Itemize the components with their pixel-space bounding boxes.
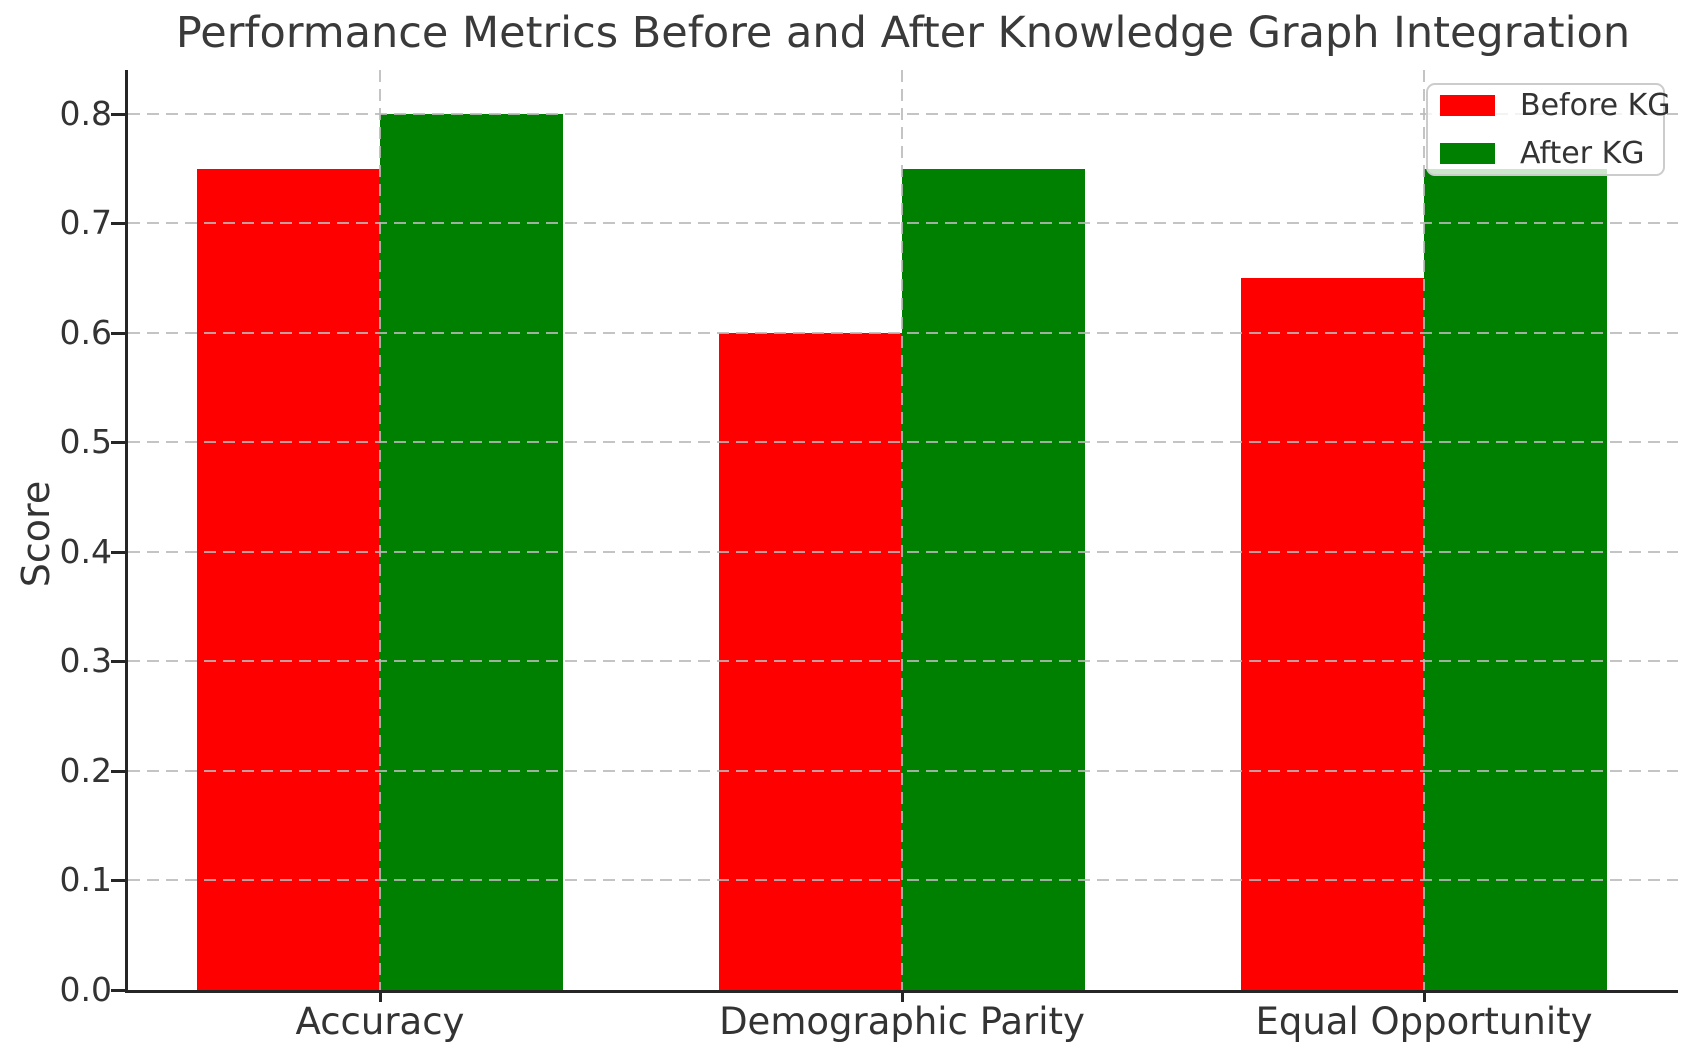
- gridline-horizontal: [128, 550, 1678, 553]
- y-tick-mark: [111, 112, 125, 116]
- legend-item: After KG: [1440, 136, 1651, 171]
- x-axis-spine: [125, 990, 1678, 993]
- y-tick-mark: [111, 989, 125, 992]
- y-tick-mark: [111, 879, 125, 883]
- gridline-horizontal: [128, 331, 1678, 334]
- x-tick-label: Equal Opportunity: [1255, 1000, 1593, 1043]
- x-tick-label: Accuracy: [295, 1000, 465, 1043]
- legend-swatch-after-kg: [1440, 143, 1495, 164]
- y-tick-label: 0.7: [59, 203, 112, 243]
- legend: Before KG After KG: [1426, 83, 1671, 176]
- gridline-vertical: [1423, 70, 1425, 990]
- bar-before-kg-accuracy: [197, 169, 380, 990]
- y-tick-label: 0.8: [59, 93, 112, 133]
- gridline-vertical: [379, 70, 381, 990]
- bar-after-kg-demographic-parity: [902, 169, 1085, 990]
- gridline-horizontal: [128, 112, 1678, 115]
- gridline-vertical: [901, 70, 903, 990]
- gridline-horizontal: [128, 222, 1678, 225]
- x-tick-mark: [901, 993, 904, 1002]
- gridline-horizontal: [128, 879, 1678, 882]
- y-axis-spine: [125, 70, 128, 993]
- bar-before-kg-equal-opportunity: [1241, 278, 1424, 990]
- y-tick-label: 0.1: [59, 860, 112, 900]
- legend-item: Before KG: [1440, 88, 1671, 123]
- legend-label: Before KG: [1520, 88, 1671, 123]
- y-tick-mark: [111, 769, 125, 773]
- y-tick-label: 0.0: [59, 970, 112, 1009]
- legend-swatch-before-kg: [1440, 95, 1495, 116]
- y-tick-mark: [111, 550, 125, 554]
- x-tick-label: Demographic Parity: [719, 1000, 1085, 1043]
- y-tick-label: 0.4: [59, 531, 112, 571]
- y-tick-label: 0.5: [59, 422, 112, 462]
- gridline-horizontal: [128, 441, 1678, 444]
- gridline-horizontal: [128, 660, 1678, 663]
- plot-area: 0.0 0.1 0.2 0.3 0.4 0.5 0.6 0.7 0.8 Accuracy Demo…: [60, 70, 1678, 1043]
- y-tick-mark: [111, 331, 125, 335]
- y-tick-mark: [111, 660, 125, 664]
- bar-after-kg-equal-opportunity: [1424, 169, 1607, 990]
- legend-label: After KG: [1520, 136, 1645, 171]
- y-tick-label: 0.2: [59, 750, 112, 790]
- x-tick-mark: [1423, 993, 1426, 1002]
- x-tick-mark: [379, 993, 382, 1002]
- gridline-horizontal: [128, 769, 1678, 772]
- chart-title: Performance Metrics Before and After Kno…: [175, 8, 1631, 58]
- y-tick-mark: [111, 222, 125, 226]
- y-tick-label: 0.6: [59, 312, 112, 352]
- y-tick-mark: [111, 441, 125, 445]
- y-tick-label: 0.3: [59, 641, 112, 681]
